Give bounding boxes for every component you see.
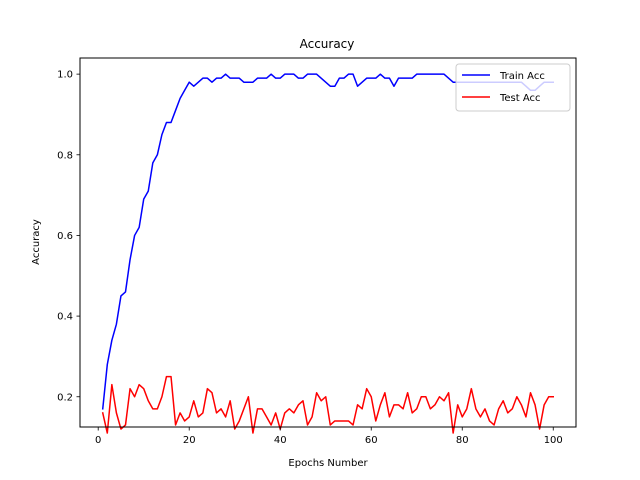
x-tick-label: 60 <box>365 435 378 446</box>
legend: Train Acc Test Acc <box>455 63 571 112</box>
y-tick-label: 0.6 <box>57 231 73 242</box>
y-tick-label: 0.4 <box>57 312 73 323</box>
legend-label-test-acc: Test Acc <box>499 93 541 104</box>
x-tick-label: 20 <box>183 435 196 446</box>
x-tick-label: 40 <box>274 435 287 446</box>
y-axis-label: Accuracy <box>31 219 42 265</box>
plot-frame <box>79 57 577 428</box>
x-axis-ticks: 0 20 40 60 80 100 <box>95 427 563 446</box>
x-tick-label: 80 <box>456 435 469 446</box>
legend-label-train-acc: Train Acc <box>499 71 545 82</box>
series-line-test-acc <box>101 375 554 434</box>
chart-title: Accuracy <box>300 37 355 51</box>
x-tick-label: 100 <box>544 435 563 446</box>
x-tick-label: 0 <box>95 435 101 446</box>
y-tick-label: 1.0 <box>57 70 73 81</box>
y-axis-ticks: 0.2 0.4 0.6 0.8 1.0 <box>57 70 80 403</box>
x-axis-label: Epochs Number <box>288 458 368 469</box>
y-tick-label: 0.8 <box>57 150 73 161</box>
y-tick-label: 0.2 <box>57 392 73 403</box>
